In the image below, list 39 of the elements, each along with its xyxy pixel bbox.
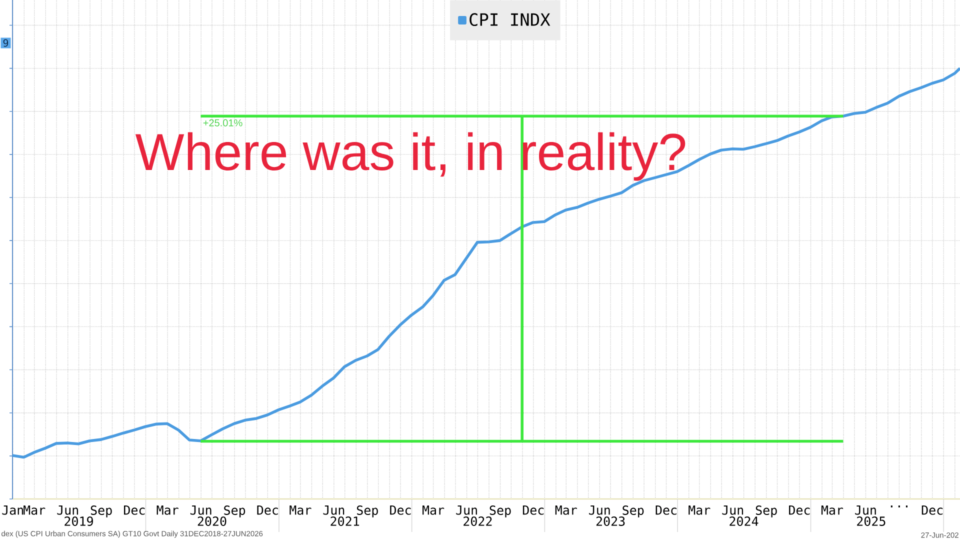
x2-tick-label: 2022 — [464, 516, 492, 526]
x-tick-label: Sep — [756, 506, 777, 518]
x-tick-label: Mar — [422, 506, 444, 515]
x-tick-label: Dec — [789, 506, 810, 515]
x-tick-label: Jun — [57, 506, 78, 515]
x-tick-label: Dec — [522, 506, 544, 515]
x-tick-label: Mar — [821, 506, 844, 515]
x-tick-label: Jun — [722, 506, 744, 515]
x2-tick-label: 2024 — [730, 516, 758, 526]
text: 9 — [3, 39, 8, 47]
x-tick-label: Sep — [356, 506, 378, 518]
x-tick-label: Dec — [124, 506, 145, 515]
x2-tick-label: 2020 — [198, 516, 226, 526]
x-tick-label: Mar — [290, 506, 312, 515]
x-tick-label: Jun — [855, 506, 876, 515]
x-tick-label: Mar — [156, 506, 178, 515]
x-tick-label: Dec — [656, 506, 676, 515]
x-tick-label: Sep — [490, 506, 511, 518]
x-tick-label: Sep — [622, 506, 644, 518]
x-tick-label: Dec — [390, 506, 411, 515]
x-tick-label: Mar — [688, 506, 710, 515]
x-tick-label: ... — [890, 506, 908, 508]
x-tick-label: Jun — [190, 506, 212, 515]
x-tick-label: Mar — [555, 506, 577, 515]
annotation: +25.01% — [203, 119, 242, 126]
legend-label: CPI INDX — [470, 13, 550, 26]
x-tick-label: Mar — [24, 506, 46, 515]
x-tick-label: Dec — [922, 506, 943, 515]
x-tick-label: Dec — [257, 506, 278, 515]
x2-tick-label: 2019 — [64, 516, 93, 526]
x-tick-label: Jun — [456, 506, 477, 515]
x2-tick-label: 2021 — [330, 516, 360, 526]
x-tick-label: Jan — [2, 506, 24, 515]
x-tick-label: Sep — [90, 506, 112, 518]
x-tick-label: Jun — [323, 506, 344, 515]
x2-tick-label: 2025 — [857, 516, 886, 526]
x-tick-label: Sep — [224, 506, 246, 518]
x2-tick-label: 2023 — [596, 516, 625, 526]
x-tick-label: Jun — [589, 506, 610, 515]
